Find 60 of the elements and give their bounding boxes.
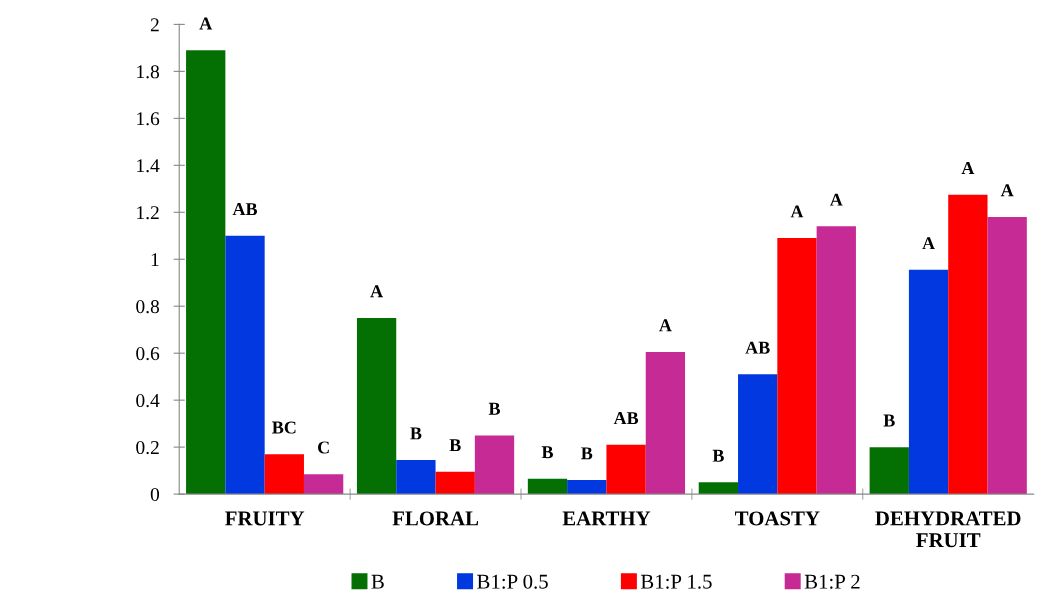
bar xyxy=(303,474,344,495)
data-label: B xyxy=(449,439,461,452)
data-label: A xyxy=(829,193,843,206)
y-tick-label: 1.2 xyxy=(137,206,159,220)
y-tick-label: 2 xyxy=(150,18,159,32)
y-tick-label: 0.8 xyxy=(136,300,160,314)
bar xyxy=(987,216,1027,495)
bar xyxy=(527,478,568,495)
y-tick-label: 1 xyxy=(151,253,159,266)
data-label: B xyxy=(581,447,593,460)
x-tick-label: EARTHY xyxy=(562,511,651,526)
legend-label: B1:P 2 xyxy=(804,574,860,589)
bar xyxy=(186,50,226,495)
data-label: A xyxy=(961,161,975,174)
bar xyxy=(869,447,909,495)
data-label: B xyxy=(488,402,501,415)
y-tick-label: 1.4 xyxy=(137,159,160,173)
bar xyxy=(474,435,515,495)
data-label: A xyxy=(922,237,935,250)
bar xyxy=(435,471,475,495)
data-label: A xyxy=(790,205,804,218)
data-label: A xyxy=(370,285,383,298)
x-tick-label: FRUITY xyxy=(225,511,305,526)
bar xyxy=(356,317,397,495)
x-tick-label: FLORAL xyxy=(392,511,479,526)
bar xyxy=(606,444,646,495)
x-tick-label: TOASTY xyxy=(735,511,820,526)
y-tick-label: 1.6 xyxy=(137,112,160,126)
data-label: B xyxy=(410,427,422,440)
data-label: AB xyxy=(613,412,639,425)
y-tick-label: 1.8 xyxy=(137,65,160,79)
data-label: B xyxy=(712,449,724,462)
data-label: A xyxy=(1000,184,1014,197)
data-label: AB xyxy=(232,203,258,216)
legend-label: B1:P 0.5 xyxy=(477,574,548,589)
data-label: A xyxy=(659,319,672,332)
bar xyxy=(816,226,856,495)
bar xyxy=(567,480,607,495)
y-tick-label: 0.2 xyxy=(136,440,159,455)
y-tick-label: 0.4 xyxy=(136,393,160,408)
bar xyxy=(264,454,304,495)
bar xyxy=(396,460,436,495)
bar xyxy=(948,194,988,495)
y-tick-label: 0 xyxy=(150,487,160,502)
data-label: BC xyxy=(272,421,296,434)
y-tick-label: 0.6 xyxy=(136,347,160,361)
bar xyxy=(645,352,686,495)
data-label: A xyxy=(199,17,213,30)
data-label: C xyxy=(317,441,329,454)
bar xyxy=(698,482,739,495)
x-tick-label: DEHYDRATED FRUIT xyxy=(875,511,1021,548)
data-label: B xyxy=(541,446,554,459)
bar xyxy=(908,269,949,495)
legend-label: B xyxy=(371,574,384,589)
bar xyxy=(225,235,265,495)
legend-label: B1:P 1.5 xyxy=(640,574,712,589)
bar xyxy=(738,374,778,495)
data-label: B xyxy=(883,414,895,427)
bar xyxy=(777,238,817,495)
data-label: AB xyxy=(745,341,770,354)
